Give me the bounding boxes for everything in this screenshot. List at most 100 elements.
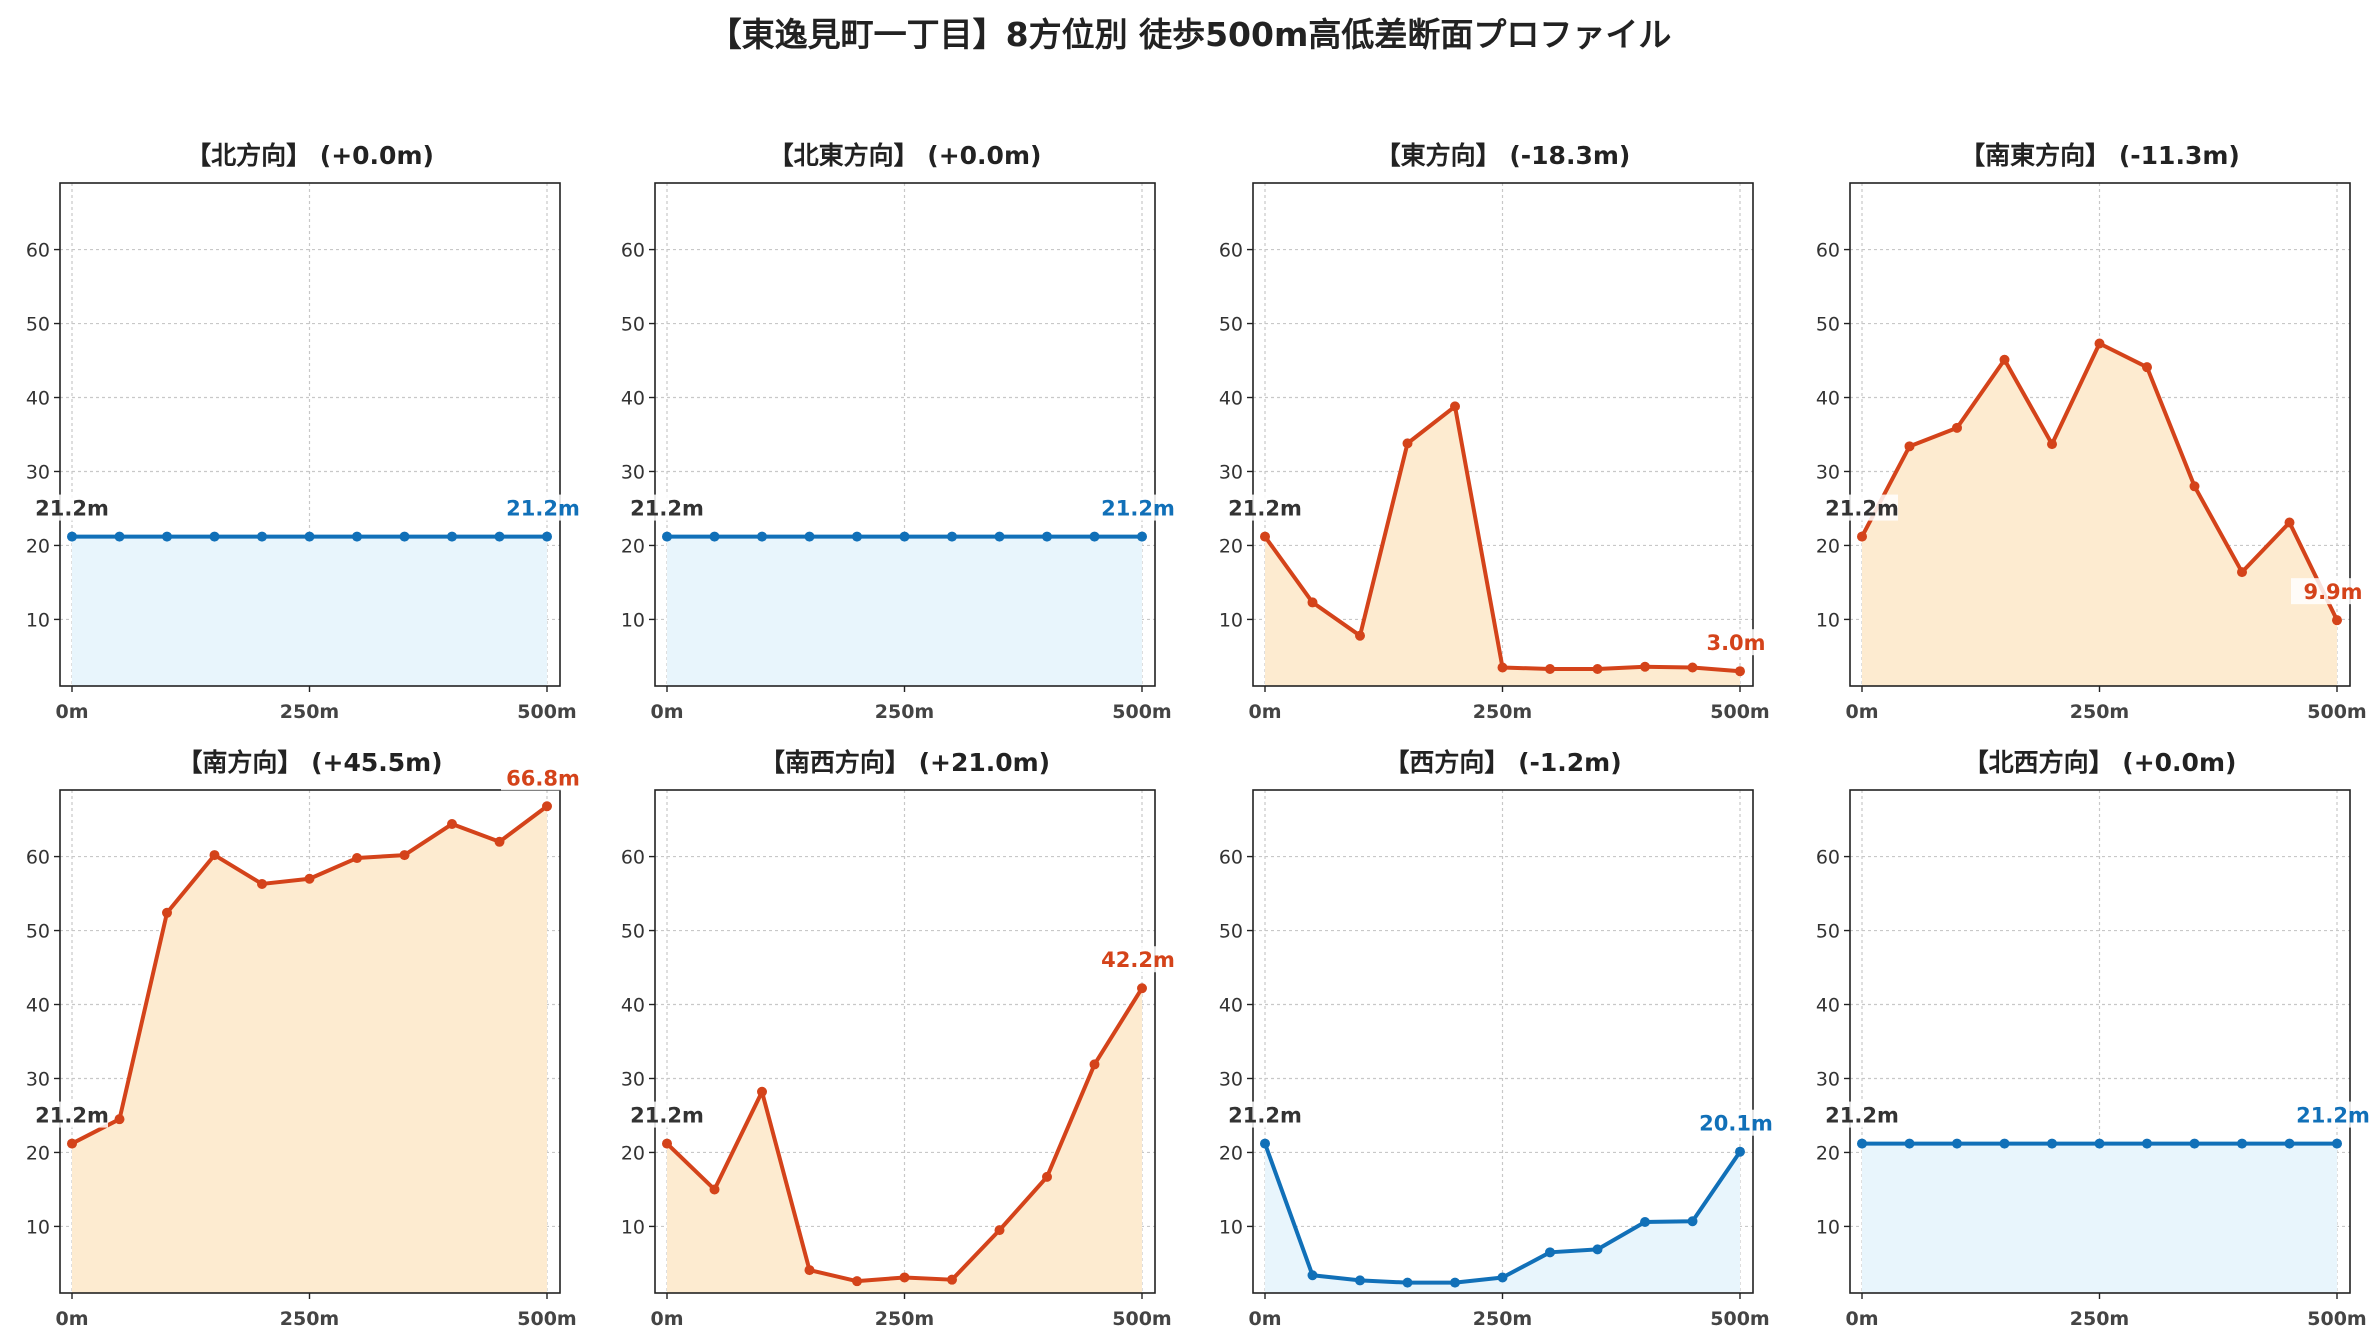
data-point xyxy=(899,1272,910,1283)
start-label: 21.2m xyxy=(630,1104,704,1128)
data-point xyxy=(1545,1247,1555,1258)
y-tick-label: 30 xyxy=(1219,461,1243,483)
data-point xyxy=(1089,1059,1100,1070)
data-point xyxy=(1857,1138,1867,1149)
data-point xyxy=(2094,338,2105,349)
y-tick-label: 30 xyxy=(621,1068,645,1090)
y-tick-label: 40 xyxy=(1219,995,1243,1017)
panel-4: 10 20 30 40 50 60 0m 250m 500m 【南方向】 (+45.5m) 21.2… xyxy=(26,748,585,1330)
y-tick-label: 10 xyxy=(26,609,50,631)
y-tick-label: 20 xyxy=(26,1142,50,1164)
data-point xyxy=(209,850,220,861)
data-point xyxy=(352,853,362,864)
data-point xyxy=(1260,531,1270,542)
y-tick-label: 40 xyxy=(26,388,50,410)
x-tick-label: 500m xyxy=(1112,701,1171,723)
data-point xyxy=(1450,401,1460,412)
data-point xyxy=(1260,1138,1270,1149)
data-point xyxy=(1592,1244,1603,1255)
data-point xyxy=(1307,1270,1318,1281)
x-tick-label: 500m xyxy=(517,701,576,723)
data-point xyxy=(1687,662,1698,673)
y-tick-label: 20 xyxy=(621,535,645,557)
data-point xyxy=(1999,1138,2010,1149)
data-point xyxy=(662,531,672,542)
data-point xyxy=(804,531,815,542)
x-tick-label: 250m xyxy=(2070,701,2129,723)
start-label-bg xyxy=(1820,494,1898,521)
data-point xyxy=(1857,531,1867,542)
data-point xyxy=(2284,1138,2295,1149)
start-label: 21.2m xyxy=(1825,1104,1899,1128)
panel-7: 10 20 30 40 50 60 0m 250m 500m 【北西方向】 (+0.0m) 21.2… xyxy=(1816,748,2375,1330)
y-tick-label: 30 xyxy=(1816,1068,1840,1090)
data-point xyxy=(1042,1171,1052,1182)
data-point xyxy=(1137,983,1147,994)
data-point xyxy=(947,531,957,542)
data-point xyxy=(1592,663,1603,674)
data-point xyxy=(1545,663,1555,674)
data-point xyxy=(494,836,505,847)
area-fill xyxy=(1862,1143,2337,1293)
x-tick-label: 250m xyxy=(280,1308,339,1330)
panel-title: 【東方向】 (-18.3m) xyxy=(1376,141,1631,170)
data-point xyxy=(709,1184,720,1195)
y-tick-label: 60 xyxy=(1816,240,1840,262)
x-tick-label: 0m xyxy=(1248,701,1281,723)
data-point xyxy=(209,531,220,542)
y-tick-label: 20 xyxy=(1816,535,1840,557)
x-tick-label: 0m xyxy=(1845,701,1878,723)
panel-title: 【北方向】 (+0.0m) xyxy=(186,141,434,170)
end-label: 66.8m xyxy=(506,766,580,790)
start-label-bg xyxy=(30,494,108,521)
end-label: 21.2m xyxy=(506,497,580,521)
start-label-bg xyxy=(1223,1101,1301,1128)
data-point xyxy=(2142,1138,2152,1149)
y-tick-label: 10 xyxy=(621,1216,645,1238)
data-point xyxy=(1042,531,1052,542)
end-label-bg xyxy=(1694,1109,1778,1136)
data-point xyxy=(2284,517,2295,528)
data-point xyxy=(114,1114,125,1125)
y-tick-label: 60 xyxy=(26,847,50,869)
data-point xyxy=(2047,1138,2057,1149)
panel-title: 【北東方向】 (+0.0m) xyxy=(769,141,1042,170)
y-tick-label: 50 xyxy=(621,314,645,336)
end-label-bg xyxy=(1694,629,1778,656)
data-point xyxy=(1497,1272,1508,1283)
data-point xyxy=(162,531,172,542)
data-point xyxy=(1089,531,1100,542)
data-point xyxy=(1137,531,1147,542)
data-point xyxy=(67,1138,77,1149)
x-tick-label: 250m xyxy=(2070,1308,2129,1330)
data-point xyxy=(994,1225,1005,1236)
data-point xyxy=(947,1274,957,1285)
start-label-bg xyxy=(625,494,703,521)
x-tick-label: 500m xyxy=(1112,1308,1171,1330)
data-point xyxy=(114,531,125,542)
y-tick-label: 20 xyxy=(1219,535,1243,557)
area-fill xyxy=(667,988,1142,1293)
start-label-bg xyxy=(1223,494,1301,521)
end-label: 9.9m xyxy=(2303,580,2362,604)
data-point xyxy=(1640,661,1650,672)
y-tick-label: 40 xyxy=(621,388,645,410)
data-point xyxy=(1904,1138,1915,1149)
x-tick-label: 250m xyxy=(1473,701,1532,723)
y-tick-label: 30 xyxy=(1219,1068,1243,1090)
y-tick-label: 50 xyxy=(26,921,50,943)
y-tick-label: 30 xyxy=(26,461,50,483)
y-tick-label: 60 xyxy=(1219,847,1243,869)
data-point xyxy=(399,850,410,861)
data-point xyxy=(257,878,267,889)
y-tick-label: 40 xyxy=(1816,388,1840,410)
data-point xyxy=(1450,1277,1460,1288)
y-tick-label: 10 xyxy=(1816,609,1840,631)
panel-title: 【北西方向】 (+0.0m) xyxy=(1964,748,2237,777)
y-tick-label: 40 xyxy=(621,995,645,1017)
data-point xyxy=(1402,1277,1413,1288)
y-tick-label: 50 xyxy=(1816,314,1840,336)
x-tick-label: 500m xyxy=(2307,701,2366,723)
data-point xyxy=(1687,1216,1698,1227)
